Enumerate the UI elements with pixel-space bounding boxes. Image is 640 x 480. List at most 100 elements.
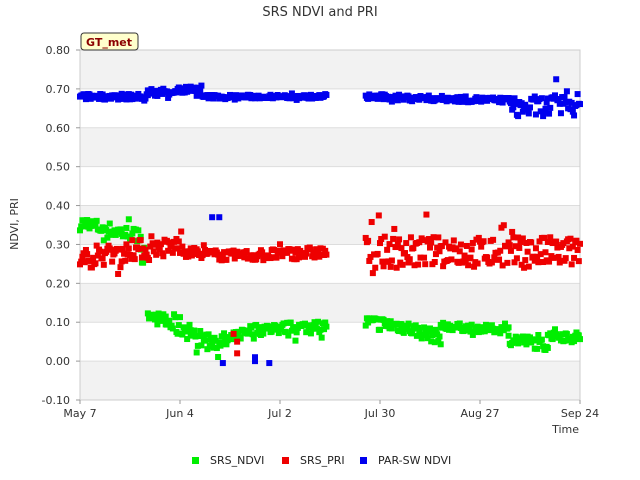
data-point bbox=[237, 335, 244, 342]
data-point bbox=[156, 246, 163, 253]
data-point bbox=[416, 239, 423, 246]
data-point bbox=[193, 92, 200, 99]
data-point bbox=[313, 325, 320, 332]
chart-title: SRS NDVI and PRI bbox=[262, 5, 377, 20]
data-point bbox=[523, 341, 530, 348]
data-point bbox=[561, 337, 568, 344]
data-point bbox=[181, 248, 188, 255]
data-point bbox=[519, 235, 526, 242]
data-point bbox=[505, 94, 512, 101]
data-point bbox=[185, 253, 192, 260]
data-point bbox=[496, 256, 503, 263]
data-point bbox=[197, 328, 204, 335]
legend-swatch bbox=[192, 457, 199, 464]
data-point bbox=[571, 254, 578, 261]
y-tick-label: 0.80 bbox=[46, 44, 71, 57]
data-point bbox=[421, 254, 428, 261]
data-point bbox=[418, 335, 425, 342]
data-point bbox=[475, 234, 482, 241]
data-point bbox=[474, 260, 481, 267]
data-point bbox=[448, 256, 455, 263]
data-point bbox=[125, 216, 132, 223]
data-point bbox=[457, 241, 464, 248]
data-point bbox=[535, 259, 542, 266]
data-point bbox=[515, 113, 522, 120]
data-point bbox=[462, 258, 469, 265]
x-tick-label: Jul 30 bbox=[364, 407, 396, 420]
data-point bbox=[303, 250, 310, 257]
data-point bbox=[504, 259, 511, 266]
data-point bbox=[182, 328, 189, 335]
data-point bbox=[199, 252, 206, 259]
data-point bbox=[123, 241, 130, 248]
data-point bbox=[516, 244, 523, 251]
data-point bbox=[515, 340, 522, 347]
data-point bbox=[249, 331, 256, 338]
data-point bbox=[260, 257, 267, 264]
data-point bbox=[423, 97, 430, 104]
data-point bbox=[221, 249, 228, 256]
y-tick-label: 0.70 bbox=[46, 83, 71, 96]
data-point bbox=[454, 94, 461, 101]
data-point bbox=[569, 108, 576, 115]
data-point bbox=[315, 318, 322, 325]
data-point bbox=[280, 320, 287, 327]
data-point bbox=[435, 234, 442, 241]
data-point bbox=[571, 112, 578, 119]
data-point bbox=[416, 327, 423, 334]
data-point bbox=[435, 337, 442, 344]
data-point bbox=[428, 239, 435, 246]
data-point bbox=[366, 257, 373, 264]
data-point bbox=[546, 258, 553, 265]
y-tick-label: -0.10 bbox=[42, 394, 70, 407]
data-point bbox=[499, 99, 506, 106]
data-point bbox=[369, 270, 376, 277]
data-point bbox=[199, 333, 206, 340]
data-point bbox=[411, 262, 418, 269]
data-point bbox=[143, 251, 150, 258]
data-point bbox=[452, 98, 458, 105]
data-point bbox=[436, 248, 443, 255]
data-point bbox=[90, 254, 97, 261]
x-tick-label: Aug 27 bbox=[461, 407, 500, 420]
data-point bbox=[575, 332, 582, 339]
data-point bbox=[540, 259, 547, 266]
plot-band bbox=[80, 50, 580, 89]
data-point bbox=[512, 100, 519, 107]
data-point bbox=[550, 254, 557, 261]
data-point bbox=[279, 253, 286, 260]
data-point bbox=[142, 95, 149, 102]
data-point bbox=[278, 326, 285, 333]
data-point bbox=[121, 250, 128, 257]
data-point bbox=[437, 341, 444, 348]
data-point bbox=[218, 257, 225, 264]
data-point bbox=[413, 332, 420, 339]
data-point bbox=[388, 325, 395, 332]
x-tick-label: Jun 4 bbox=[165, 407, 194, 420]
data-point bbox=[154, 239, 161, 246]
data-point bbox=[109, 258, 116, 265]
data-point bbox=[571, 338, 578, 345]
data-point bbox=[147, 243, 154, 250]
data-point bbox=[177, 314, 183, 321]
data-point bbox=[194, 342, 201, 349]
data-point bbox=[246, 330, 253, 337]
data-point bbox=[193, 349, 200, 356]
data-point bbox=[509, 228, 516, 235]
data-point bbox=[442, 239, 449, 246]
data-point bbox=[535, 331, 542, 338]
data-point bbox=[162, 313, 169, 320]
data-point bbox=[560, 240, 567, 247]
data-point bbox=[434, 244, 441, 251]
data-point bbox=[402, 250, 408, 257]
data-point bbox=[481, 328, 488, 335]
data-point bbox=[192, 87, 199, 94]
data-point bbox=[379, 258, 386, 265]
y-tick-label: 0.60 bbox=[46, 122, 71, 135]
data-point bbox=[568, 99, 575, 106]
data-point bbox=[154, 92, 161, 99]
data-point bbox=[406, 256, 413, 263]
data-point bbox=[267, 255, 274, 262]
data-point bbox=[497, 330, 504, 337]
data-point bbox=[468, 321, 475, 328]
